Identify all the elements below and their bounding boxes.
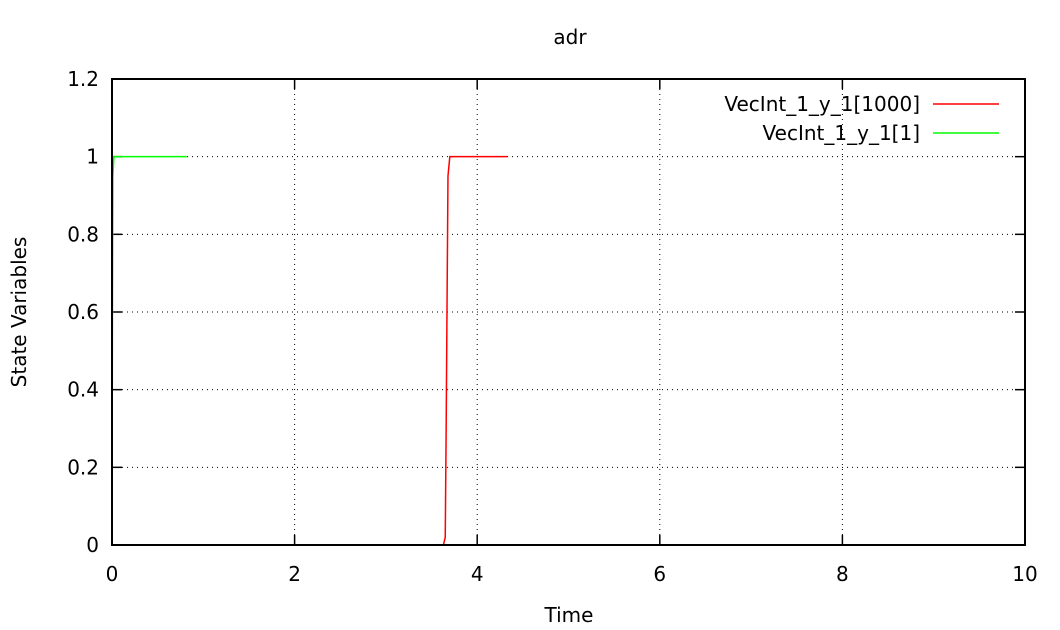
x-tick-label: 10 (1012, 562, 1037, 586)
x-axis-label: Time (544, 603, 594, 627)
legend: VecInt_1_y_1[1000] VecInt_1_y_1[1] (724, 92, 999, 145)
tick-labels: 0 2 4 6 8 10 0 0.2 0.4 0.6 0.8 1 1.2 (67, 67, 1038, 586)
y-tick-label: 0.2 (67, 455, 99, 479)
x-tick-label: 0 (106, 562, 119, 586)
series-line-0 (112, 155, 508, 546)
series-lines (111, 155, 508, 546)
x-tick-label: 4 (471, 562, 484, 586)
y-tick-label: 0.8 (67, 222, 99, 246)
y-tick-label: 0 (86, 533, 99, 557)
y-tick-label: 1 (86, 145, 99, 169)
x-tick-label: 8 (836, 562, 849, 586)
legend-label: VecInt_1_y_1[1000] (724, 92, 920, 116)
plot-frame (111, 78, 1026, 546)
chart-title: adr (553, 25, 587, 49)
x-tick-label: 6 (653, 562, 666, 586)
legend-label: VecInt_1_y_1[1] (763, 121, 920, 145)
axis-ticks (111, 78, 1026, 546)
y-tick-label: 1.2 (67, 67, 99, 91)
y-tick-label: 0.4 (67, 378, 99, 402)
grid (112, 79, 1025, 545)
y-tick-label: 0.6 (67, 300, 99, 324)
series-line-1 (111, 155, 187, 546)
y-axis-label: State Variables (7, 237, 31, 388)
x-tick-label: 2 (288, 562, 301, 586)
